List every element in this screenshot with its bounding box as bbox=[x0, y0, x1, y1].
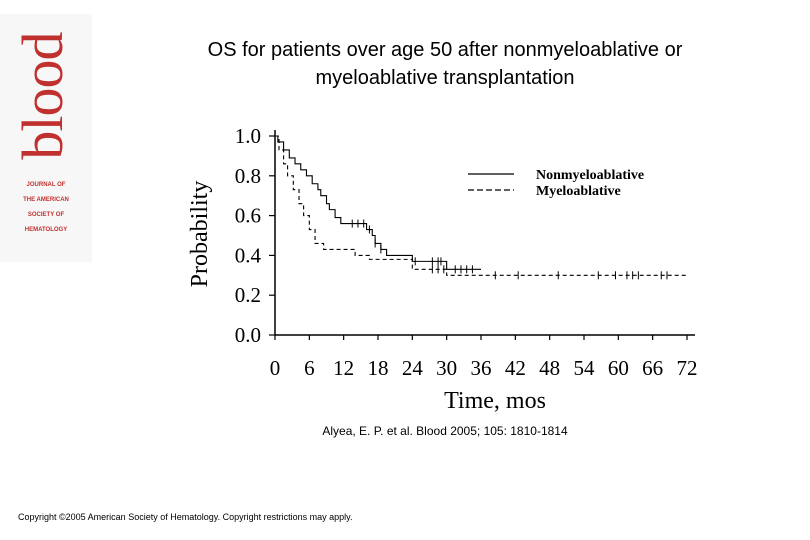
slide-title: OS for patients over age 50 after nonmye… bbox=[120, 36, 770, 92]
blood-journal-logo: blood JOURNAL OF THE AMERICAN SOCIETY OF… bbox=[0, 14, 92, 262]
chart-series bbox=[275, 135, 687, 280]
x-tick-label: 0 bbox=[270, 356, 281, 380]
series-line-myeloablative bbox=[275, 135, 687, 276]
logo-line: JOURNAL OF bbox=[26, 182, 66, 188]
x-tick-label: 18 bbox=[368, 356, 389, 380]
x-tick-label: 60 bbox=[608, 356, 629, 380]
x-tick-label: 6 bbox=[304, 356, 315, 380]
y-tick-label: 0.2 bbox=[235, 283, 261, 307]
x-tick-label: 36 bbox=[471, 356, 492, 380]
legend-label: Nonmyeloablative bbox=[536, 168, 644, 183]
x-tick-label: 42 bbox=[505, 356, 526, 380]
citation: Alyea, E. P. et al. Blood 2005; 105: 181… bbox=[322, 424, 568, 438]
x-tick-label: 72 bbox=[677, 356, 698, 380]
title-line: OS for patients over age 50 after nonmye… bbox=[207, 39, 683, 61]
logo-line: SOCIETY OF bbox=[27, 212, 65, 218]
x-tick-label: 48 bbox=[539, 356, 560, 380]
x-tick-label: 30 bbox=[436, 356, 457, 380]
logo-line: HEMATOLOGY bbox=[24, 227, 68, 233]
x-tick-label: 54 bbox=[574, 356, 596, 380]
logo-subtitle: JOURNAL OF THE AMERICAN SOCIETY OF HEMAT… bbox=[6, 178, 86, 238]
x-tick-label: 24 bbox=[402, 356, 424, 380]
logo-line: THE AMERICAN bbox=[23, 197, 69, 203]
y-tick-label: 0.0 bbox=[235, 323, 261, 347]
series-line-nonmyeloablative bbox=[275, 135, 481, 270]
legend-label: Myeloablative bbox=[536, 184, 621, 199]
title-line: myeloablative transplantation bbox=[315, 67, 575, 89]
y-axis-label: Probability bbox=[187, 181, 213, 288]
x-axis-label: Time, mos bbox=[444, 388, 546, 414]
y-tick-label: 0.6 bbox=[235, 204, 261, 228]
y-tick-label: 1.0 bbox=[235, 124, 261, 148]
y-tick-label: 0.8 bbox=[235, 164, 261, 188]
y-tick-label: 0.4 bbox=[235, 243, 262, 267]
x-tick-label: 12 bbox=[333, 356, 354, 380]
copyright-notice: Copyright ©2005 American Society of Hema… bbox=[18, 512, 353, 522]
x-tick-label: 66 bbox=[642, 356, 663, 380]
chart-axes: 1.0 0.8 0.6 0.4 0.2 0.0 0 6 12 18 24 30 36 42 48 54 60 66… bbox=[235, 124, 698, 380]
